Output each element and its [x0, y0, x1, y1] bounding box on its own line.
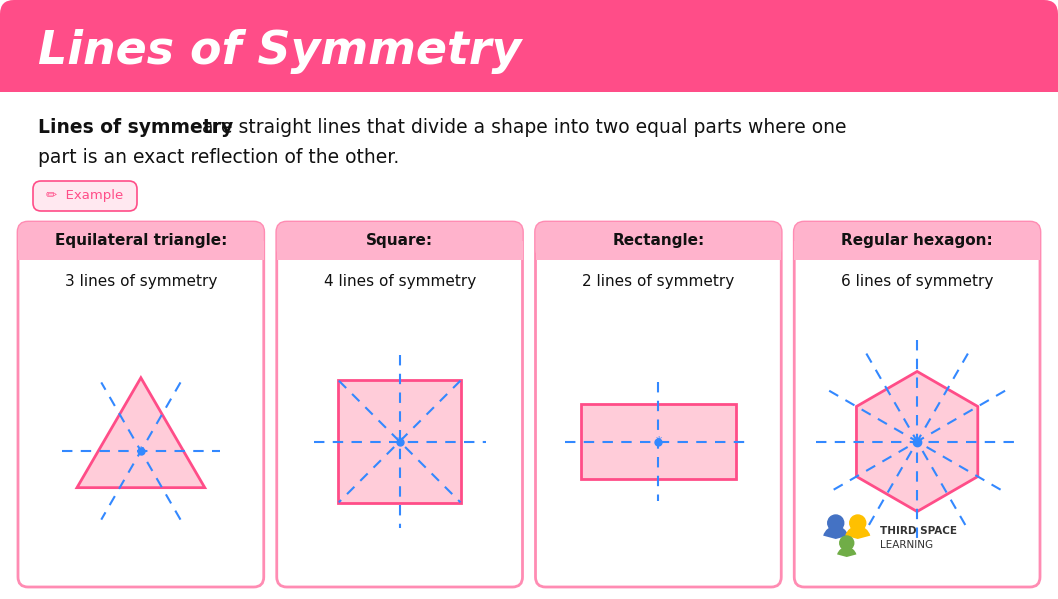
- Bar: [581, 404, 735, 479]
- Text: THIRD SPACE: THIRD SPACE: [880, 526, 956, 536]
- FancyBboxPatch shape: [33, 181, 136, 211]
- Circle shape: [850, 515, 865, 531]
- FancyBboxPatch shape: [277, 222, 523, 260]
- Wedge shape: [837, 547, 856, 557]
- Wedge shape: [823, 526, 849, 539]
- Text: *: *: [138, 444, 144, 458]
- Text: part is an exact reflection of the other.: part is an exact reflection of the other…: [38, 148, 399, 167]
- Text: Rectangle:: Rectangle:: [613, 234, 705, 249]
- Circle shape: [827, 515, 843, 531]
- Text: LEARNING: LEARNING: [880, 540, 933, 550]
- FancyBboxPatch shape: [535, 222, 781, 587]
- FancyBboxPatch shape: [535, 222, 781, 260]
- Text: Square:: Square:: [366, 234, 433, 249]
- Polygon shape: [857, 371, 978, 512]
- Bar: [277, 241, 523, 260]
- Text: *: *: [655, 435, 661, 448]
- FancyBboxPatch shape: [0, 0, 1058, 92]
- FancyBboxPatch shape: [795, 222, 1040, 260]
- Text: ✏  Example: ✏ Example: [47, 189, 124, 202]
- Text: Equilateral triangle:: Equilateral triangle:: [55, 234, 227, 249]
- Bar: [339, 380, 461, 503]
- Bar: [18, 241, 263, 260]
- Polygon shape: [77, 378, 205, 488]
- FancyBboxPatch shape: [18, 222, 263, 587]
- Text: 3 lines of symmetry: 3 lines of symmetry: [65, 274, 217, 289]
- FancyBboxPatch shape: [18, 222, 263, 260]
- Text: are straight lines that divide a shape into two equal parts where one: are straight lines that divide a shape i…: [196, 118, 846, 137]
- Circle shape: [840, 536, 854, 550]
- Text: Regular hexagon:: Regular hexagon:: [841, 234, 993, 249]
- FancyBboxPatch shape: [795, 222, 1040, 587]
- Text: 4 lines of symmetry: 4 lines of symmetry: [324, 274, 476, 289]
- Text: 6 lines of symmetry: 6 lines of symmetry: [841, 274, 993, 289]
- FancyBboxPatch shape: [277, 222, 523, 587]
- Wedge shape: [845, 526, 871, 539]
- Text: *: *: [397, 435, 403, 448]
- Text: 2 lines of symmetry: 2 lines of symmetry: [582, 274, 734, 289]
- Bar: [0, 72, 1058, 92]
- Text: Lines of symmetry: Lines of symmetry: [38, 118, 233, 137]
- Bar: [535, 241, 781, 260]
- Text: Lines of Symmetry: Lines of Symmetry: [38, 29, 522, 74]
- Bar: [795, 241, 1040, 260]
